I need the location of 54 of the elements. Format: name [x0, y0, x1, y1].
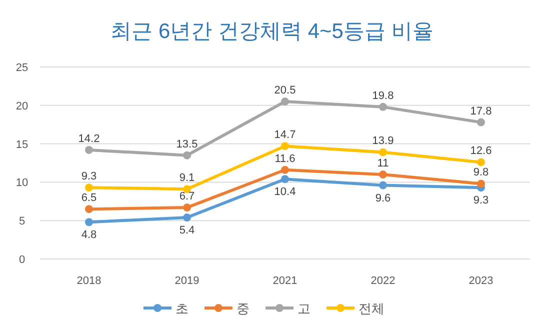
- point: [85, 218, 93, 226]
- point: [183, 204, 191, 212]
- point: [477, 118, 485, 126]
- legend-label: 고: [298, 301, 310, 316]
- point: [281, 98, 289, 106]
- y-tick-label: 15: [16, 138, 28, 151]
- point: [379, 102, 387, 111]
- y-tick-label: 10: [16, 177, 28, 190]
- point: [85, 205, 93, 214]
- x-tick-label: 2023: [468, 275, 494, 287]
- data-label: 13.9: [372, 135, 394, 148]
- data-label: 13.5: [176, 138, 198, 150]
- data-label: 11: [377, 158, 389, 170]
- x-tick-label: 2022: [370, 275, 396, 287]
- x-tick-label: 2018: [76, 275, 102, 287]
- data-label: 6.7: [179, 190, 195, 203]
- point: [281, 175, 289, 184]
- data-label: 11.6: [274, 152, 296, 165]
- x-tick-label: 2019: [174, 275, 200, 287]
- data-label: 4.8: [81, 229, 97, 242]
- point: [183, 214, 191, 222]
- point: [85, 184, 93, 192]
- data-label: 5.4: [179, 224, 195, 237]
- data-label: 9.3: [473, 194, 489, 207]
- data-label: 19.8: [372, 90, 394, 102]
- data-label: 12.6: [470, 145, 492, 158]
- x-tick-label: 2021: [272, 275, 298, 287]
- point: [379, 181, 387, 190]
- legend-label: 초: [176, 301, 188, 316]
- y-tick-label: 5: [18, 216, 26, 228]
- point: [85, 146, 93, 154]
- data-label: 14.7: [274, 129, 296, 142]
- data-label: 20.5: [274, 84, 296, 97]
- point: [477, 180, 485, 188]
- data-label: 9.1: [179, 172, 195, 184]
- data-label: 9.8: [473, 166, 489, 179]
- data-label: 9.3: [81, 170, 97, 183]
- point: [379, 170, 387, 179]
- data-label: 10.4: [274, 186, 296, 198]
- title: 최근 6년간 건강체력 4~5등급 비율: [110, 20, 434, 43]
- legend-label: 중: [236, 301, 250, 316]
- point: [281, 142, 289, 150]
- y-tick-label: 0: [18, 254, 26, 266]
- data-label: 9.6: [375, 192, 391, 204]
- legend-label: 전체: [358, 301, 384, 316]
- data-label: 6.5: [81, 192, 97, 204]
- point: [477, 158, 485, 166]
- point: [379, 148, 387, 156]
- data-label: 14.2: [78, 132, 100, 145]
- y-tick-label: 20: [16, 100, 28, 112]
- point: [183, 151, 191, 160]
- y-tick-label: 25: [16, 62, 28, 74]
- point: [281, 166, 289, 174]
- data-label: 17.8: [470, 105, 492, 118]
